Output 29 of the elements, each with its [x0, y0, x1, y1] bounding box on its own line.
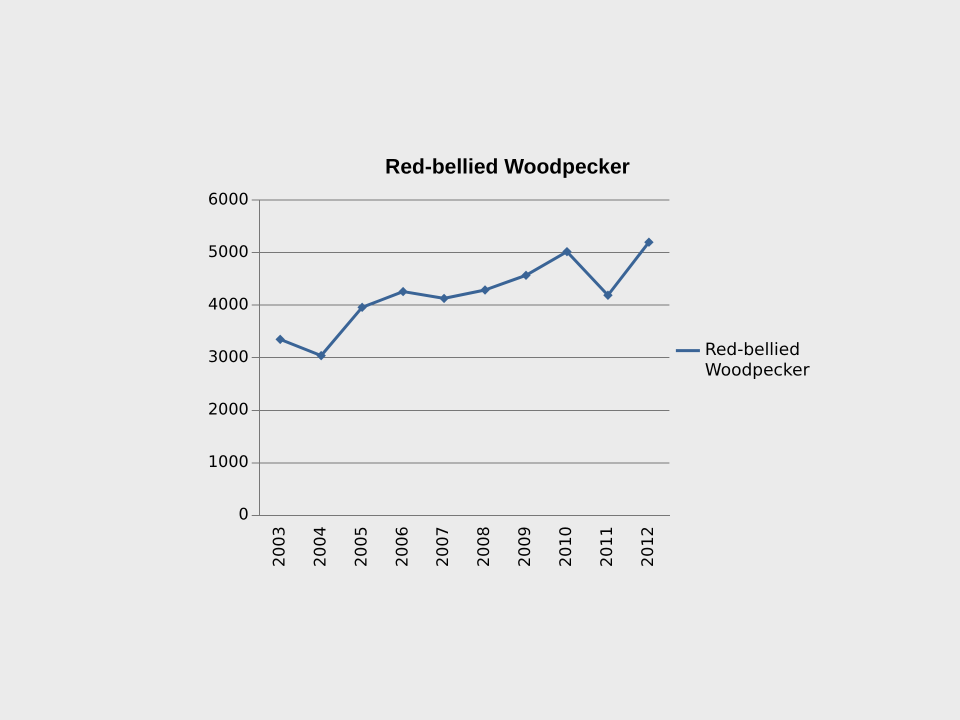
point	[358, 302, 367, 312]
point	[522, 270, 531, 280]
point	[562, 247, 572, 256]
x-tick-label: 2005	[351, 526, 370, 567]
y-tick-label: 3000	[208, 346, 249, 366]
point	[398, 287, 408, 296]
point	[644, 238, 654, 247]
point	[480, 286, 490, 294]
y-tick-label: 1000	[208, 452, 249, 471]
x-tick-label: 2003	[269, 526, 288, 567]
x-tick-label: 2008	[474, 526, 494, 567]
point	[440, 294, 449, 303]
legend-label: Red-bellied Woodpecker	[704, 340, 810, 380]
y-tick-label: 0	[238, 504, 249, 524]
x-tick-label: 2009	[515, 526, 534, 567]
x-tick-label: 2004	[310, 526, 330, 567]
x-tick-label: 2011	[597, 526, 616, 567]
x-tick-label: 2006	[392, 526, 412, 567]
x-tick-label: 2012	[638, 526, 658, 567]
chart-title: Red-bellied Woodpecker	[385, 155, 630, 178]
point	[316, 351, 326, 360]
y-tick-label: 4000	[208, 294, 249, 314]
point	[276, 334, 285, 344]
point	[603, 290, 612, 300]
y-tick-label: 2000	[208, 399, 249, 418]
x-tick-label: 2007	[433, 526, 452, 567]
x-tick-label: 2010	[556, 526, 576, 567]
y-tick-label: 6000	[208, 189, 249, 208]
y-tick-label: 5000	[208, 242, 249, 261]
